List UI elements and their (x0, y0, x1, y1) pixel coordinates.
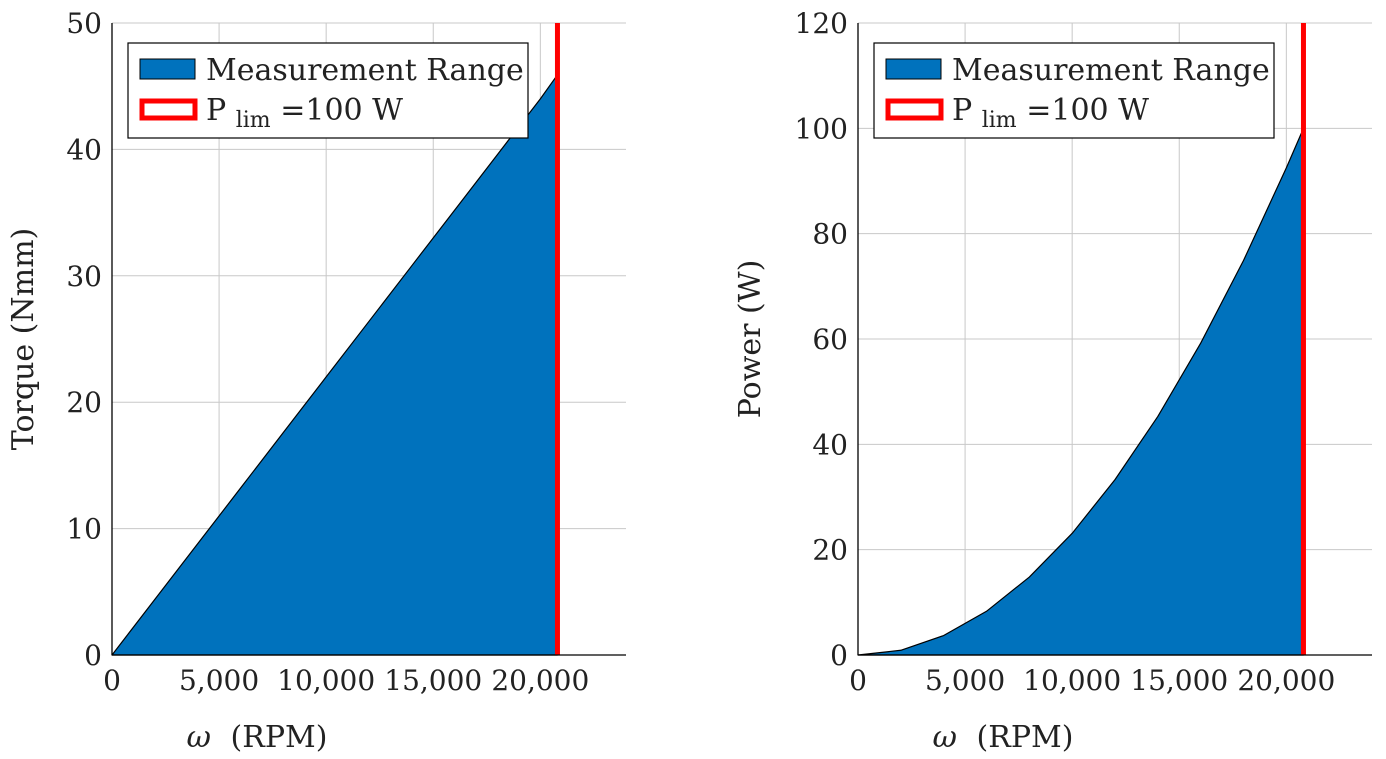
x-axis-unit: (RPM) (977, 720, 1074, 755)
legend-label-power-limit: P lim =100 W (952, 93, 1149, 135)
x-tick-label: 5,000 (179, 664, 259, 697)
measurement-range-area (111, 74, 559, 656)
torque-chart: 0 5,000 10,000 15,000 20,000 0 10 20 30 40 50 Torq… (6, 7, 626, 755)
legend-swatch-measurement-range (139, 58, 196, 80)
x-tick-label: 15,000 (1130, 664, 1228, 697)
y-tick-label: 30 (66, 260, 102, 293)
x-tick-label: 15,000 (384, 664, 482, 697)
legend-label-sub: lim (236, 108, 271, 133)
legend-label-p: P (206, 93, 226, 128)
x-tick-label: 10,000 (1023, 664, 1121, 697)
y-tick-label: 80 (812, 218, 848, 251)
y-tick-label: 20 (812, 534, 848, 567)
legend-swatch-power-limit (885, 98, 944, 121)
y-tick-label: 0 (84, 639, 102, 672)
x-axis-unit: (RPM) (231, 720, 328, 755)
x-tick-label: 5,000 (925, 664, 1005, 697)
x-axis-symbol: ω (933, 720, 957, 755)
y-tick-label: 10 (66, 513, 102, 546)
tick-labels: 0 5,000 10,000 15,000 20,000 0 10 20 30 40 50 (66, 7, 589, 697)
legend-label-power-limit: P lim =100 W (206, 93, 403, 135)
y-tick-label: 40 (66, 133, 102, 166)
legend-label-rest: =100 W (1026, 93, 1149, 128)
series-layer (111, 23, 560, 656)
legend-label-measurement-range: Measurement Range (206, 53, 524, 88)
y-axis-label: Torque (Nmm) (6, 228, 41, 450)
y-tick-label: 0 (830, 639, 848, 672)
power-chart: 0 5,000 10,000 15,000 20,000020406080100120 … (733, 7, 1372, 755)
y-tick-label: 40 (812, 428, 848, 461)
x-tick-label: 20,000 (491, 664, 589, 697)
tick-labels: 0 5,000 10,000 15,000 20,000 0 20 40 60 80 100 120 (795, 7, 1336, 697)
x-axis-label: ω (RPM) (933, 720, 1074, 755)
x-tick-label: 0 (849, 664, 867, 697)
y-tick-label: 20 (66, 386, 102, 419)
legend-label-p: P (952, 93, 972, 128)
legend-swatch-power-limit (139, 98, 198, 121)
x-tick-label: 0 (103, 664, 121, 697)
y-tick-label: 100 (795, 112, 848, 145)
series-layer (857, 23, 1306, 656)
axes-frame (111, 23, 626, 656)
y-axis-label: Power (W) (733, 260, 768, 419)
legend: Measurement Range P lim =100 W (873, 42, 1275, 139)
x-tick-label: 10,000 (277, 664, 375, 697)
legend-label-rest: =100 W (280, 93, 403, 128)
legend-label-sub: lim (982, 108, 1017, 133)
x-axis-label: ω (RPM) (187, 720, 328, 755)
y-tick-label: 120 (795, 7, 848, 40)
axes-frame (857, 23, 1372, 656)
legend-swatch-measurement-range (885, 58, 942, 80)
measurement-range-area (857, 127, 1305, 656)
legend-label-measurement-range: Measurement Range (952, 53, 1270, 88)
x-tick-label: 20,000 (1237, 664, 1335, 697)
y-tick-label: 50 (66, 7, 102, 40)
legend: Measurement Range P lim =100 W (127, 42, 529, 139)
x-axis-symbol: ω (187, 720, 211, 755)
y-tick-label: 60 (812, 323, 848, 356)
